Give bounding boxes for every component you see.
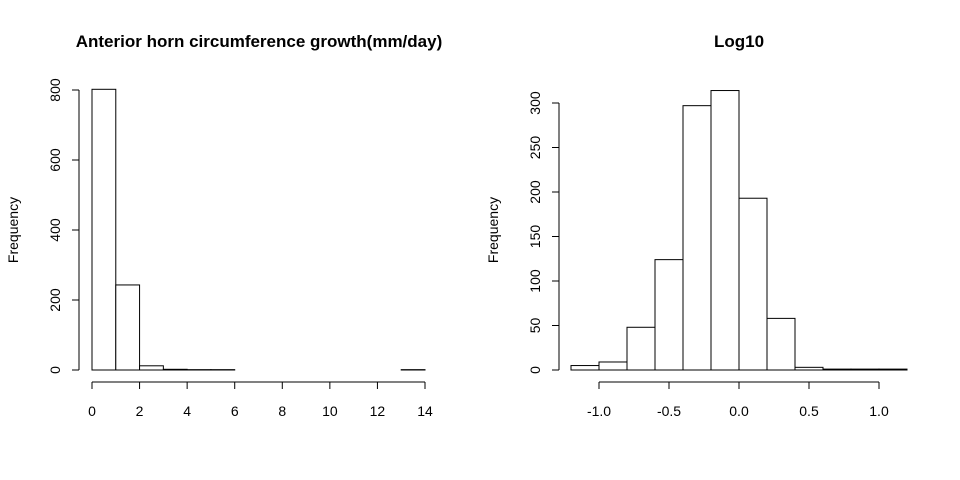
y-tick-label: 0	[527, 366, 543, 374]
histogram-bar	[162, 368, 188, 371]
histogram-panel-growth: Anterior horn circumference growth(mm/da…	[5, 32, 442, 419]
histogram-bar	[794, 366, 824, 371]
bars	[91, 88, 426, 371]
x-axis: -1.0 -0.5 0.0 0.5 1.0	[587, 381, 889, 419]
x-tick-label: 0.0	[729, 403, 749, 419]
histogram-bar	[738, 197, 768, 371]
x-tick-label: -1.0	[587, 403, 611, 419]
bars	[570, 90, 908, 371]
y-axis-label: Frequency	[485, 197, 501, 263]
y-tick-label: 200	[527, 180, 543, 204]
histogram-bar	[598, 361, 628, 371]
histogram-bar	[139, 365, 164, 371]
histogram-bar	[766, 317, 796, 371]
x-tick-label: 14	[417, 403, 433, 419]
y-axis: 0 50 100 150 200 250 300	[527, 91, 560, 374]
y-tick-label: 600	[47, 148, 63, 172]
y-tick-label: 0	[47, 366, 63, 374]
x-tick-label: 12	[370, 403, 386, 419]
x-tick-label: 6	[231, 403, 239, 419]
chart-title: Anterior horn circumference growth(mm/da…	[76, 32, 443, 51]
x-tick-label: 10	[322, 403, 338, 419]
y-tick-label: 300	[527, 91, 543, 115]
y-axis-label: Frequency	[5, 197, 21, 263]
y-tick-label: 250	[527, 136, 543, 160]
x-tick-label: 8	[278, 403, 286, 419]
x-tick-label: 0.5	[799, 403, 819, 419]
histogram-bar	[115, 284, 141, 371]
histogram-bar	[91, 88, 117, 371]
histogram-bar	[850, 368, 880, 371]
x-tick-label: 1.0	[869, 403, 889, 419]
y-tick-label: 800	[47, 78, 63, 102]
x-tick-label: 4	[183, 403, 191, 419]
y-tick-label: 400	[47, 218, 63, 242]
histogram-bar	[570, 365, 600, 371]
x-tick-label: 0	[88, 403, 96, 419]
y-tick-label: 50	[527, 318, 543, 334]
histogram-bar	[626, 326, 656, 371]
x-axis: 0 2 4 6 8 10 12 14	[88, 381, 433, 419]
histogram-bar	[682, 105, 712, 371]
histogram-bar	[654, 259, 684, 371]
x-tick-label: 2	[136, 403, 144, 419]
chart-title: Log10	[714, 32, 764, 51]
histogram-bar	[822, 368, 852, 371]
y-tick-label: 100	[527, 269, 543, 293]
y-tick-label: 200	[47, 288, 63, 312]
x-tick-label: -0.5	[657, 403, 681, 419]
histogram-panel-log10: Log10 Frequency -1.0 -0.5 0.0 0.5 1.0 0 50 100…	[485, 32, 908, 419]
y-tick-label: 150	[527, 225, 543, 249]
histogram-bar	[710, 90, 740, 371]
y-axis: 0 200 400 600 800	[47, 78, 80, 374]
histogram-bar	[878, 368, 908, 371]
